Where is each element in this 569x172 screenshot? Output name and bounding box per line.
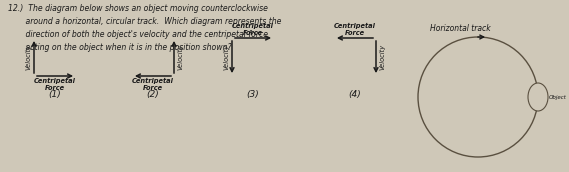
Text: Velocity: Velocity	[223, 44, 229, 70]
Text: Centripetal
Force: Centripetal Force	[132, 78, 174, 91]
Text: (1): (1)	[48, 90, 61, 99]
Text: (4): (4)	[349, 90, 361, 99]
Text: Velocity: Velocity	[25, 44, 31, 70]
Text: around a horizontal, circular track.  Which diagram represents the: around a horizontal, circular track. Whi…	[8, 17, 282, 26]
Ellipse shape	[528, 83, 548, 111]
Text: Centripetal
Force: Centripetal Force	[232, 23, 274, 36]
Text: Object: Object	[549, 94, 567, 99]
Text: Velocity: Velocity	[379, 44, 385, 70]
Text: Centripetal
Force: Centripetal Force	[34, 78, 76, 91]
Text: Centripetal
Force: Centripetal Force	[334, 23, 376, 36]
Text: (2): (2)	[147, 90, 159, 99]
Text: acting on the object when it is in the position shown?: acting on the object when it is in the p…	[8, 43, 232, 52]
Text: Velocity: Velocity	[177, 44, 183, 70]
Text: (3): (3)	[246, 90, 259, 99]
Text: Horizontal track: Horizontal track	[430, 24, 490, 33]
Text: direction of both the object's velocity and the centripetal force: direction of both the object's velocity …	[8, 30, 268, 39]
Text: 12.)  The diagram below shows an object moving counterclockwise: 12.) The diagram below shows an object m…	[8, 4, 268, 13]
